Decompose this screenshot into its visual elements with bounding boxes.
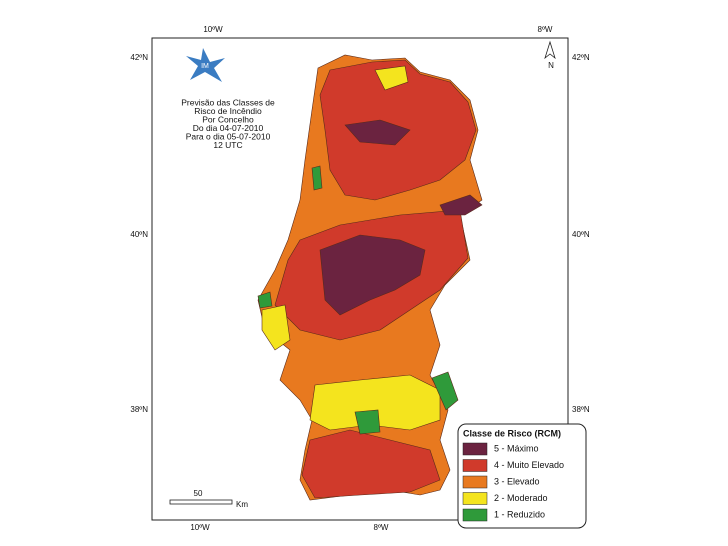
legend-label: 5 - Máximo bbox=[494, 443, 539, 453]
country-map bbox=[257, 54, 483, 501]
scale-bar-shape bbox=[169, 499, 233, 505]
latitude-label: 38ºN bbox=[130, 405, 148, 414]
latitude-label: 38ºN bbox=[572, 405, 590, 414]
region-maximo bbox=[439, 194, 483, 216]
map-title-line: 12 UTC bbox=[213, 140, 242, 150]
region-maximo bbox=[344, 119, 411, 146]
north-arrow: N bbox=[544, 40, 556, 70]
region-reduzido bbox=[431, 371, 459, 411]
latitude-label: 42ºN bbox=[572, 53, 590, 62]
legend-box bbox=[457, 423, 587, 529]
map-title-line: Do dia 04-07-2010 bbox=[193, 123, 264, 133]
map-title-line: Previsão das Classes de bbox=[181, 97, 275, 107]
longitude-label: 8ºW bbox=[374, 523, 389, 532]
legend-label: 1 - Reduzido bbox=[494, 509, 545, 519]
logo-text: IM bbox=[201, 63, 209, 70]
legend-label: 2 - Moderado bbox=[494, 493, 548, 503]
north-arrow-shape bbox=[544, 40, 556, 60]
legend-swatch bbox=[462, 492, 488, 505]
region-moderado bbox=[309, 374, 441, 431]
legend-swatch bbox=[462, 442, 488, 456]
map-title-line: Por Concelho bbox=[202, 114, 254, 124]
scale-distance: 50 bbox=[194, 489, 203, 498]
scale-bar: 50 Km bbox=[169, 489, 248, 509]
latitude-label: 40ºN bbox=[572, 230, 590, 239]
logo-star bbox=[186, 48, 225, 82]
longitude-label: 8ºW bbox=[538, 25, 553, 34]
longitude-label: 10ºW bbox=[203, 25, 223, 34]
longitude-label: 10ºW bbox=[190, 523, 210, 532]
region-reduzido bbox=[354, 409, 381, 435]
region-moderado bbox=[261, 304, 291, 351]
map-title-line: Para o dia 05-07-2010 bbox=[186, 131, 271, 141]
logo: IM bbox=[186, 48, 225, 82]
scale-unit: Km bbox=[236, 500, 248, 509]
north-label: N bbox=[548, 61, 554, 70]
legend: Classe de Risco (RCM) bbox=[457, 423, 587, 529]
region-moderado bbox=[374, 65, 409, 91]
legend-swatch bbox=[462, 459, 488, 472]
legend-title: Classe de Risco (RCM) bbox=[463, 428, 561, 438]
legend-swatch bbox=[462, 508, 488, 522]
legend-label: 4 - Muito Elevado bbox=[494, 460, 564, 470]
region-muito-elevado bbox=[301, 429, 441, 499]
map-title-line: Risco de Incêndio bbox=[194, 106, 262, 116]
region-reduzido bbox=[311, 165, 323, 191]
latitude-label: 42ºN bbox=[130, 53, 148, 62]
region-reduzido bbox=[257, 291, 273, 309]
legend-label: 3 - Elevado bbox=[494, 476, 540, 486]
latitude-label: 40ºN bbox=[130, 230, 148, 239]
legend-swatch bbox=[462, 475, 488, 489]
region-maximo bbox=[319, 234, 426, 316]
